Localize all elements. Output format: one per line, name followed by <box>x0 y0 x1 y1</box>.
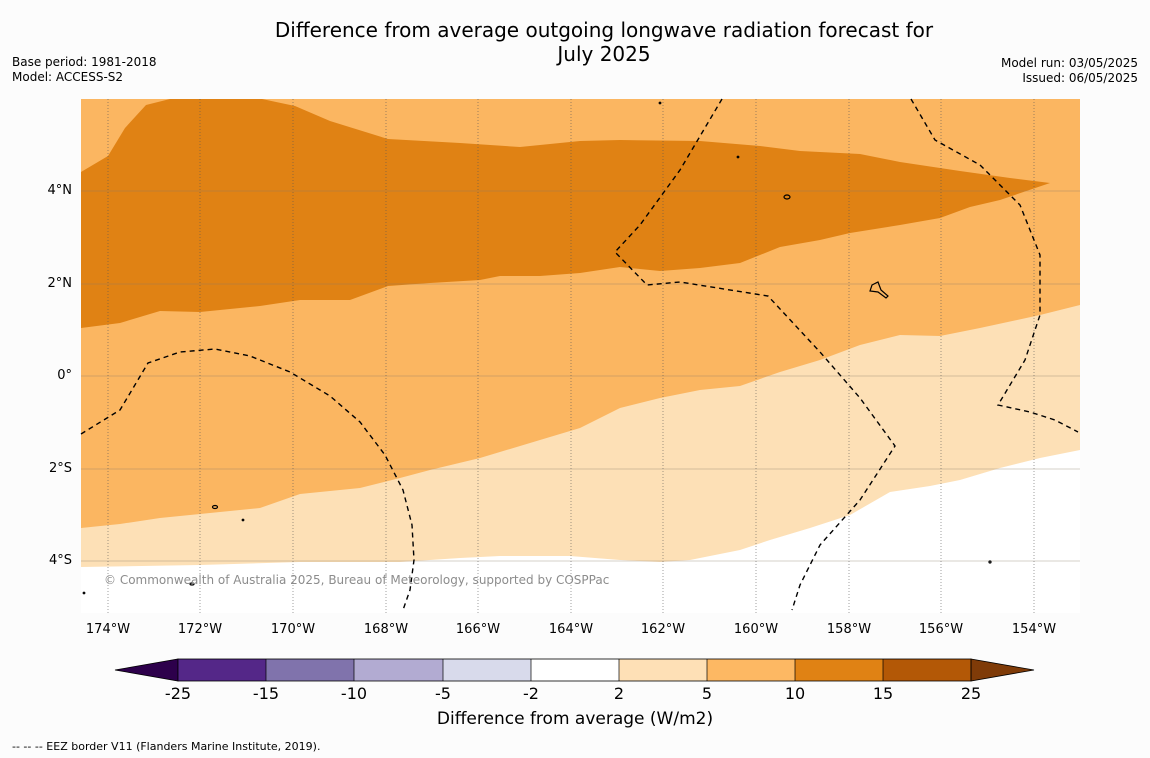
lat-label-0: 0° <box>57 368 72 383</box>
lon-label-168w: 168°W <box>363 622 409 637</box>
island-small-g <box>82 591 86 595</box>
title-line-1: Difference from average outgoing longwav… <box>274 18 934 42</box>
colorbar-segment-2 <box>266 659 354 681</box>
lat-label-2n: 2°N <box>47 276 73 291</box>
eez-border-line-islands <box>614 98 896 611</box>
island-small-b <box>189 582 195 586</box>
run-info: Model run: 03/05/2025 Issued: 06/05/2025 <box>1001 56 1138 86</box>
colorbar-segment-4 <box>443 659 531 681</box>
colorbar-tick-10: 10 <box>784 684 806 703</box>
latitude-gridlines <box>81 190 1080 562</box>
island-small-e <box>988 560 992 564</box>
lon-label-166w: 166°W <box>455 622 501 637</box>
colorbar-segment-3 <box>354 659 443 681</box>
colorbar-tick-15: 15 <box>872 684 894 703</box>
colorbar-outline <box>177 658 972 682</box>
lon-label-158w: 158°W <box>826 622 872 637</box>
lon-label-160w: 160°W <box>733 622 779 637</box>
island-teraina <box>783 194 791 200</box>
lon-label-172w: 172°W <box>177 622 223 637</box>
lon-label-174w: 174°W <box>85 622 131 637</box>
colorbar-segment-5 <box>531 659 619 681</box>
colorbar-tick-minus5: -5 <box>435 684 451 703</box>
island-kiritimati <box>869 281 889 299</box>
colorbar-tick-2: 2 <box>613 684 625 703</box>
colorbar-segment-8 <box>795 659 883 681</box>
eez-borders <box>80 98 1079 611</box>
base-period: Base period: 1981-2018 <box>12 55 157 69</box>
colorbar-segment-1 <box>178 659 266 681</box>
colorbar-tick-minus15: -15 <box>252 684 280 703</box>
colorbar-tick-minus2: -2 <box>523 684 539 703</box>
lat-label-4s: 4°S <box>48 553 72 568</box>
colorbar-title: Difference from average (W/m2) <box>436 709 714 729</box>
eez-border-east <box>910 98 1079 433</box>
lat-label-2s: 2°S <box>48 461 72 476</box>
islands <box>82 101 992 595</box>
model-name: Model: ACCESS-S2 <box>12 70 124 84</box>
eez-legend-note: -- -- -- EEZ border V11 (Flanders Marine… <box>12 740 321 753</box>
colorbar-extend-high <box>970 658 1035 682</box>
lon-label-170w: 170°W <box>270 622 316 637</box>
colorbar-tick-minus10: -10 <box>340 684 368 703</box>
colorbar-segment-9 <box>883 659 971 681</box>
colorbar-tick-minus25: -25 <box>164 684 192 703</box>
lon-label-164w: 164°W <box>548 622 594 637</box>
map-area <box>80 98 1080 613</box>
issued-date: Issued: 06/05/2025 <box>1022 71 1138 85</box>
lon-label-154w: 154°W <box>1011 622 1057 637</box>
lon-label-162w: 162°W <box>640 622 686 637</box>
lat-label-4n: 4°N <box>47 183 73 198</box>
lon-label-156w: 156°W <box>918 622 964 637</box>
colorbar-segment-7 <box>707 659 795 681</box>
island-small-f <box>241 518 245 522</box>
island-small-a <box>211 504 219 510</box>
contour-10-to-15 <box>81 99 1050 328</box>
colorbar <box>114 658 1035 682</box>
colorbar-tick-25: 25 <box>960 684 982 703</box>
map-title: Difference from average outgoing longwav… <box>200 18 1008 66</box>
island-small-c <box>658 101 662 105</box>
model-info: Base period: 1981-2018 Model: ACCESS-S2 <box>12 55 157 85</box>
model-run: Model run: 03/05/2025 <box>1000 56 1138 70</box>
colorbar-segment-6 <box>619 659 707 681</box>
eez-border-kiribati-phoenix <box>80 348 415 611</box>
colorbar-extend-low <box>114 658 179 682</box>
island-small-d <box>736 155 740 159</box>
colorbar-tick-5: 5 <box>701 684 713 703</box>
copyright-notice: © Commonwealth of Australia 2025, Bureau… <box>104 573 610 587</box>
title-line-2: July 2025 <box>557 42 651 66</box>
